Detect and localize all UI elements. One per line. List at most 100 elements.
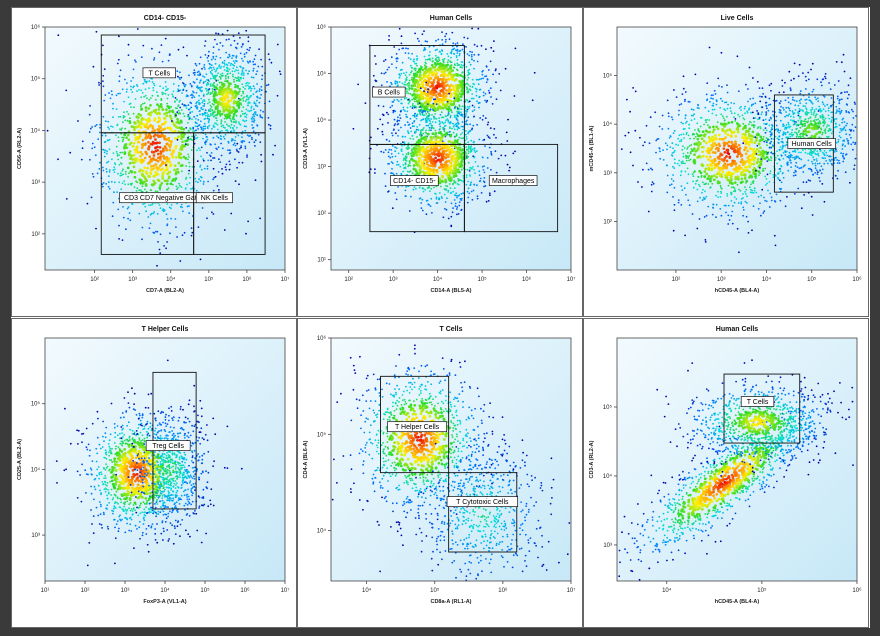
event-point: [149, 103, 152, 107]
event-point: [208, 115, 211, 118]
event-point: [231, 70, 234, 73]
event-point: [260, 89, 263, 92]
event-point: [466, 168, 469, 171]
event-point: [197, 87, 200, 90]
event-point: [422, 132, 425, 135]
gate-label[interactable]: NK Cells: [195, 192, 233, 204]
event-point: [168, 148, 172, 152]
gate-label[interactable]: CD14- CD15-: [390, 175, 439, 186]
event-point: [148, 204, 150, 207]
gate-label[interactable]: B Cells: [372, 86, 406, 98]
event-point: [182, 155, 186, 159]
event-point: [461, 61, 464, 63]
event-point: [153, 129, 157, 132]
event-point: [410, 87, 414, 90]
event-point: [388, 66, 390, 69]
event-point: [249, 89, 252, 92]
event-point: [236, 77, 238, 80]
gate-label[interactable]: Macrophages: [488, 175, 538, 186]
gate-rectangle[interactable]: [463, 143, 559, 233]
event-point: [793, 171, 795, 174]
event-point: [749, 186, 751, 189]
event-point: [770, 89, 772, 92]
event-point: [182, 46, 185, 49]
event-point: [233, 125, 236, 127]
event-point: [466, 53, 469, 55]
event-point: [466, 110, 469, 113]
event-point: [241, 132, 243, 135]
event-point: [387, 190, 390, 193]
event-point: [673, 158, 676, 161]
event-point: [444, 41, 447, 43]
event-point: [192, 81, 195, 83]
event-point: [726, 193, 729, 195]
event-point: [448, 171, 452, 175]
gate-label[interactable]: T Cells: [142, 67, 176, 79]
event-point: [123, 134, 126, 137]
event-point: [470, 139, 473, 142]
event-point: [415, 128, 418, 131]
event-point: [713, 142, 717, 145]
gate-label[interactable]: CD3 CD7 Negative Gate: [119, 192, 206, 204]
event-point: [221, 83, 224, 87]
event-point: [174, 218, 177, 220]
event-point: [210, 72, 213, 75]
event-point: [452, 131, 455, 134]
event-point: [414, 62, 417, 65]
event-point: [212, 136, 215, 139]
event-point: [195, 104, 198, 107]
event-point: [165, 247, 168, 250]
event-point: [432, 104, 435, 108]
event-point: [254, 145, 256, 147]
event-point: [432, 168, 435, 171]
event-point: [411, 104, 414, 107]
event-point: [131, 144, 135, 148]
gate-rectangle[interactable]: [193, 132, 266, 255]
event-point: [751, 191, 753, 194]
event-point: [441, 98, 445, 102]
event-point: [424, 137, 428, 141]
event-point: [411, 151, 414, 154]
event-point: [170, 207, 172, 210]
event-point: [186, 54, 188, 57]
event-point: [456, 59, 459, 61]
event-point: [244, 100, 247, 103]
event-point: [117, 172, 119, 175]
event-point: [407, 153, 410, 156]
event-point: [428, 129, 431, 132]
event-point: [157, 134, 161, 138]
event-point: [190, 234, 193, 237]
event-point: [426, 121, 428, 124]
event-point: [258, 88, 261, 91]
event-point: [452, 207, 454, 210]
event-point: [480, 44, 483, 47]
event-point: [816, 171, 819, 174]
event-point: [224, 74, 227, 77]
event-point: [435, 71, 439, 75]
event-point: [465, 130, 467, 132]
event-point: [380, 84, 383, 87]
event-point: [430, 187, 433, 190]
event-point: [214, 38, 216, 41]
event-point: [476, 100, 478, 103]
event-point: [168, 140, 172, 143]
event-point: [436, 135, 439, 139]
event-point: [429, 92, 433, 96]
event-point: [163, 135, 167, 138]
event-point: [126, 166, 130, 170]
event-point: [202, 125, 205, 128]
event-point: [423, 48, 426, 51]
event-point: [232, 118, 234, 120]
event-point: [627, 131, 630, 134]
event-point: [429, 90, 433, 94]
event-point: [225, 168, 228, 171]
event-point: [419, 112, 421, 115]
event-point: [132, 112, 135, 115]
event-point: [390, 153, 393, 155]
event-point: [639, 136, 641, 139]
event-point: [425, 62, 427, 65]
event-point: [419, 67, 423, 71]
event-point: [419, 106, 421, 108]
event-point: [225, 38, 228, 41]
event-point: [179, 156, 183, 160]
